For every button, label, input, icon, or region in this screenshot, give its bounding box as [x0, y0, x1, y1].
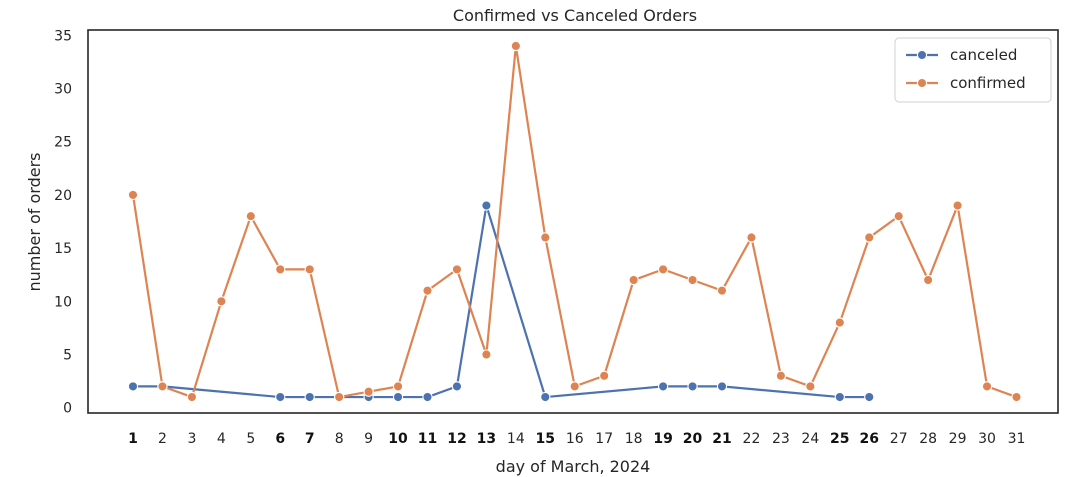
- data-point-canceled: [422, 391, 433, 403]
- data-point-confirmed: [481, 349, 492, 360]
- data-point-canceled: [834, 391, 845, 403]
- legend-label-canceled: canceled: [950, 46, 1017, 64]
- data-point-canceled: [716, 381, 728, 392]
- y-axis-label: number of orders: [25, 152, 44, 291]
- data-point-confirmed: [599, 370, 610, 381]
- data-point-confirmed: [392, 381, 404, 392]
- data-point-confirmed: [275, 264, 286, 275]
- x-tick-label: 15: [536, 431, 555, 447]
- data-point-canceled: [275, 391, 286, 403]
- x-tick-label: 10: [388, 431, 408, 447]
- data-point-confirmed: [952, 200, 963, 211]
- x-tick-label: 23: [772, 431, 790, 447]
- data-point-confirmed: [451, 264, 463, 275]
- data-point-confirmed: [569, 381, 580, 392]
- x-tick-label: 24: [801, 431, 819, 447]
- x-tick-label: 8: [335, 431, 344, 447]
- data-point-canceled: [864, 391, 875, 403]
- legend: canceled confirmed: [894, 37, 1052, 103]
- data-point-confirmed: [186, 391, 198, 403]
- data-point-canceled: [451, 381, 463, 392]
- x-tick-label: 20: [683, 431, 703, 447]
- plot-frame: [87, 29, 1059, 414]
- x-tick-label: 28: [919, 431, 937, 447]
- data-point-confirmed: [127, 189, 139, 201]
- data-point-confirmed: [805, 381, 816, 392]
- x-tick-label: 12: [447, 431, 466, 447]
- x-tick-label: 31: [1008, 431, 1026, 447]
- data-point-canceled: [540, 391, 551, 403]
- x-tick-label: 11: [418, 431, 437, 447]
- x-axis-label: day of March, 2024: [496, 457, 651, 476]
- data-point-confirmed: [716, 285, 728, 296]
- data-point-confirmed: [540, 232, 551, 243]
- y-tick-label: 5: [63, 347, 72, 363]
- series-line-canceled: [133, 204, 870, 399]
- x-tick-label: 9: [364, 431, 373, 447]
- data-point-confirmed: [510, 40, 521, 52]
- legend-marker-canceled: [916, 49, 928, 61]
- y-tick-label: 35: [54, 28, 72, 44]
- data-point-confirmed: [746, 232, 757, 243]
- x-tick-label: 21: [712, 431, 731, 447]
- data-point-confirmed: [157, 381, 168, 392]
- data-point-canceled: [304, 391, 315, 403]
- legend-marker-confirmed: [916, 77, 928, 89]
- series-line-confirmed: [131, 44, 1017, 399]
- x-tick-label: 19: [653, 431, 672, 447]
- data-point-confirmed: [981, 381, 993, 392]
- series-layer: [127, 40, 1022, 403]
- y-tick-label: 10: [54, 294, 72, 310]
- data-point-canceled: [657, 381, 669, 392]
- x-tick-label: 25: [830, 431, 849, 447]
- x-axis-ticks: 1 2 3 4 5 6 7 8 9 10 11 12 13 14 15 16 17 18 19 20 21 22 23 24 2…: [128, 431, 1025, 447]
- data-point-canceled: [392, 391, 404, 403]
- data-point-confirmed: [775, 370, 787, 381]
- y-tick-label: 25: [54, 135, 72, 151]
- legend-label-confirmed: confirmed: [950, 74, 1026, 92]
- x-tick-label: 2: [158, 431, 167, 447]
- x-tick-label: 5: [246, 431, 255, 447]
- y-tick-label: 15: [54, 241, 72, 257]
- data-point-confirmed: [422, 285, 433, 296]
- x-tick-label: 7: [305, 431, 315, 447]
- x-tick-label: 29: [949, 431, 967, 447]
- x-tick-label: 13: [477, 431, 496, 447]
- data-point-confirmed: [216, 296, 227, 307]
- x-tick-label: 14: [507, 431, 525, 447]
- data-point-confirmed: [363, 386, 374, 397]
- data-point-confirmed: [834, 317, 845, 328]
- data-point-confirmed: [304, 264, 315, 275]
- x-tick-label: 26: [860, 431, 879, 447]
- x-tick-label: 27: [890, 431, 908, 447]
- x-tick-label: 4: [217, 431, 226, 447]
- x-tick-label: 17: [595, 431, 613, 447]
- x-tick-label: 1: [128, 431, 138, 447]
- y-axis-ticks: 0 5 10 15 20 25 30 35: [54, 28, 72, 416]
- y-tick-label: 20: [54, 188, 72, 204]
- x-tick-label: 6: [275, 431, 285, 447]
- x-tick-label: 22: [743, 431, 761, 447]
- data-point-canceled: [687, 381, 698, 392]
- x-tick-label: 30: [978, 431, 996, 447]
- y-tick-label: 0: [63, 401, 72, 417]
- data-point-confirmed: [893, 211, 904, 222]
- x-tick-label: 3: [187, 431, 196, 447]
- data-point-confirmed: [333, 391, 345, 403]
- y-tick-label: 30: [54, 82, 72, 98]
- data-point-confirmed: [864, 232, 875, 243]
- data-point-confirmed: [1011, 391, 1022, 403]
- chart-title: Confirmed vs Canceled Orders: [453, 6, 697, 25]
- data-point-confirmed: [923, 274, 934, 286]
- x-tick-label: 16: [566, 431, 584, 447]
- data-point-canceled: [481, 200, 492, 211]
- x-tick-label: 18: [625, 431, 643, 447]
- data-point-confirmed: [245, 211, 256, 222]
- data-point-confirmed: [657, 264, 669, 275]
- data-point-confirmed: [687, 274, 698, 286]
- data-point-canceled: [127, 381, 139, 392]
- data-point-confirmed: [628, 274, 639, 286]
